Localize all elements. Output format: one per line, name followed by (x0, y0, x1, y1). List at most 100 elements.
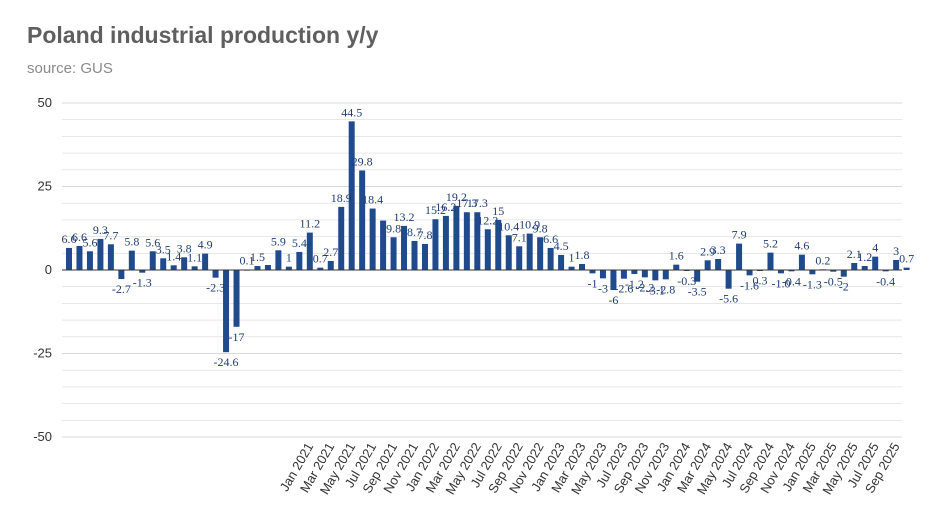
data-label: 1.8 (575, 248, 590, 262)
bar (631, 270, 638, 275)
bar (599, 270, 606, 279)
bar (212, 270, 219, 278)
bar (620, 270, 627, 279)
bar (893, 259, 900, 270)
bar (233, 270, 240, 327)
data-label: 10.4 (498, 219, 519, 233)
bar (191, 266, 198, 270)
data-label: 5.8 (124, 235, 139, 249)
y-tick-label: 25 (38, 179, 52, 194)
data-label: -1.0 (771, 276, 790, 290)
data-label: 0.1 (239, 254, 254, 268)
data-label: -3.1 (646, 283, 665, 297)
bar (788, 270, 795, 272)
data-label: 1.1 (187, 250, 202, 264)
data-label: 4 (872, 241, 878, 255)
bar (327, 260, 334, 270)
y-axis: 50 25 0 -25 -50 (33, 95, 52, 444)
bar (86, 251, 93, 270)
bar (463, 212, 470, 270)
bar (411, 240, 418, 270)
data-label: 7.7 (103, 228, 118, 242)
bar (254, 265, 261, 270)
chart-title: Poland industrial production y/y (27, 22, 379, 48)
bar (338, 206, 345, 270)
y-tick-label: -50 (33, 429, 52, 444)
bar (798, 254, 805, 270)
bar (107, 244, 114, 270)
bar (317, 267, 324, 270)
data-label: 5.4 (292, 236, 307, 250)
data-label: -2.3 (206, 281, 225, 295)
data-label: 5.6 (145, 235, 160, 249)
bar (589, 270, 596, 274)
bar (149, 251, 156, 270)
data-label: 17.3 (467, 196, 488, 210)
data-label: 1.2 (857, 250, 872, 264)
data-label: 19.2 (446, 190, 467, 204)
data-label: 5.2 (763, 237, 778, 251)
bar (453, 205, 460, 270)
bar (202, 253, 209, 270)
data-label: -6 (608, 293, 618, 307)
data-label: -2 (839, 280, 849, 294)
data-label: -24.6 (214, 355, 239, 369)
data-label: -2.2 (635, 280, 654, 294)
data-label: 2.7 (323, 245, 338, 259)
data-label: -0.4 (876, 274, 895, 288)
bar (495, 219, 502, 270)
data-label: -1.6 (740, 278, 759, 292)
data-label: -5.6 (719, 292, 738, 306)
data-label: 18.4 (362, 193, 383, 207)
bar (903, 267, 910, 270)
data-label: 6.6 (72, 230, 87, 244)
data-label: -2.8 (656, 282, 675, 296)
bar (662, 270, 669, 280)
data-label: 3 (893, 244, 899, 258)
data-label: 5.9 (271, 234, 286, 248)
bar (725, 270, 732, 289)
data-label: 2.1 (847, 247, 862, 261)
bar (767, 252, 774, 270)
bar (746, 270, 753, 276)
bar (76, 245, 83, 270)
data-label: 3.3 (711, 243, 726, 257)
bar (809, 270, 816, 275)
data-label: 2.9 (700, 244, 715, 258)
bar (128, 250, 135, 270)
bar (348, 121, 355, 271)
data-label: 12.2 (477, 213, 498, 227)
data-label: -1.3 (133, 276, 152, 290)
data-label: 0.7 (313, 252, 328, 266)
data-label: 6.6 (543, 232, 558, 246)
y-tick-label: -25 (33, 346, 52, 361)
bar (579, 263, 586, 270)
bar (474, 212, 481, 270)
bar (568, 266, 575, 270)
bar (736, 243, 743, 270)
bar (861, 265, 868, 270)
data-label: 15.2 (425, 203, 446, 217)
bar (694, 270, 701, 282)
data-label: 5.6 (82, 235, 97, 249)
data-label: 4.6 (794, 239, 809, 253)
bar (484, 229, 491, 270)
data-label: 29.8 (352, 154, 373, 168)
data-label: 1 (569, 251, 575, 265)
bar (830, 270, 837, 272)
bar (505, 235, 512, 270)
data-label: -3.5 (688, 285, 707, 299)
data-label: 0.7 (899, 252, 914, 266)
data-label: 9.8 (533, 221, 548, 235)
bar-layer (66, 121, 910, 353)
data-label: 7.8 (417, 228, 432, 242)
bar (359, 170, 366, 270)
y-tick-label: 50 (38, 95, 52, 110)
bar (516, 246, 523, 270)
bar (181, 257, 188, 270)
bar (851, 262, 858, 270)
bar (369, 208, 376, 270)
bar (285, 266, 292, 270)
